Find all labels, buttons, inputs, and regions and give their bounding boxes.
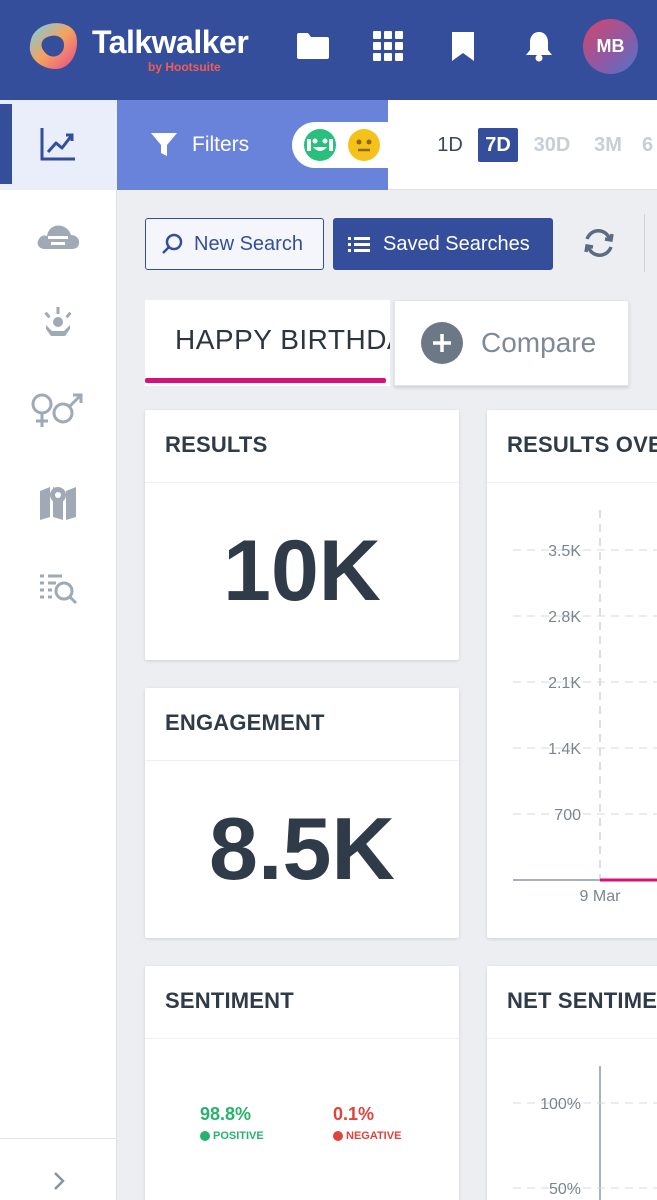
- avatar[interactable]: MB: [583, 19, 638, 74]
- positive-sentiment-label: POSITIVE: [213, 1130, 264, 1142]
- search-list-icon[interactable]: [28, 558, 88, 618]
- gender-icon[interactable]: [28, 380, 88, 440]
- positive-face-icon: [200, 1131, 210, 1141]
- y-tick-label: 3.5K: [548, 543, 581, 560]
- sidebar-divider: [0, 1138, 117, 1139]
- card-header-divider: [487, 482, 657, 483]
- new-search-label: New Search: [194, 232, 303, 255]
- engagement-value: 8.5K: [209, 799, 395, 898]
- range-6m[interactable]: 6: [642, 133, 654, 156]
- bookmark-icon[interactable]: [445, 28, 481, 64]
- net-sentiment-title: NET SENTIMENT: [507, 988, 657, 1013]
- negative-sentiment-legend: NEGATIVE: [333, 1130, 401, 1142]
- results-over-time-chart: 700 1.4K 2.1K 2.8K 3.5K 9 Mar: [513, 510, 657, 905]
- negative-sentiment-value: 0.1%: [333, 1104, 375, 1124]
- talkwalker-logo-icon[interactable]: [26, 17, 82, 73]
- card-header-divider: [145, 760, 459, 761]
- saved-searches-label: Saved Searches: [383, 232, 530, 255]
- card-header-divider: [145, 1038, 459, 1039]
- filters-label: Filters: [192, 133, 250, 156]
- new-search-button[interactable]: New Search: [145, 218, 324, 270]
- net-sentiment-card: NET SENTIMENT 100% 50%: [487, 966, 657, 1200]
- results-value: 10K: [223, 523, 381, 619]
- toolbar-divider: [644, 214, 645, 272]
- list-icon: [348, 237, 370, 252]
- positive-sentiment-value: 98.8%: [200, 1104, 252, 1124]
- results-over-time-title: RESULTS OVER TIME: [507, 432, 657, 457]
- net-sentiment-chart: 100% 50%: [513, 1066, 657, 1200]
- sentiment-card-title: SENTIMENT: [165, 988, 294, 1013]
- active-tab-underline: [145, 378, 386, 383]
- negative-face-icon: [333, 1131, 343, 1141]
- top-bar: Talkwalker by Hootsuite MB: [0, 0, 657, 100]
- app-name: Talkwalker: [92, 24, 249, 60]
- negative-sentiment-label: NEGATIVE: [346, 1130, 402, 1142]
- card-header-divider: [487, 1038, 657, 1039]
- y-tick-label: 700: [554, 807, 581, 824]
- range-30d[interactable]: 30D: [533, 133, 571, 156]
- app-subtitle: by Hootsuite: [148, 60, 221, 74]
- range-3m[interactable]: 3M: [594, 133, 622, 156]
- results-card-title: RESULTS: [165, 432, 268, 457]
- topic-cloud-icon[interactable]: [28, 206, 88, 266]
- x-tick-label: 9 Mar: [580, 888, 622, 905]
- y-tick-label: 2.8K: [548, 609, 581, 626]
- engagement-card: ENGAGEMENT 8.5K: [145, 688, 459, 938]
- results-over-time-card: RESULTS OVER TIME 700 1.4K 2.1K 2.8K 3.5K 9 M…: [487, 410, 657, 938]
- y-tick-label: 50%: [549, 1181, 581, 1198]
- influencer-icon[interactable]: [28, 293, 88, 353]
- sidebar-active-indicator: [0, 104, 12, 184]
- apps-grid-icon[interactable]: [370, 28, 406, 64]
- filter-funnel-icon: [151, 133, 177, 156]
- sidebar: [0, 100, 117, 1200]
- search-icon: [162, 233, 183, 254]
- y-tick-label: 1.4K: [548, 741, 581, 758]
- card-header-divider: [145, 482, 459, 483]
- query-tab-happy-birthday[interactable]: HAPPY BIRTHDAY: [145, 300, 390, 386]
- positive-face-icon[interactable]: [304, 129, 336, 161]
- map-icon[interactable]: [28, 472, 88, 532]
- saved-searches-button[interactable]: Saved Searches: [333, 218, 553, 270]
- chevron-right-icon[interactable]: [44, 1166, 74, 1196]
- filters-button[interactable]: Filters: [150, 128, 249, 162]
- sentiment-card: SENTIMENT 98.8% POSITIVE 0.1% NEGATIVE: [145, 966, 459, 1200]
- query-tab-label: HAPPY BIRTHDAY: [175, 324, 390, 355]
- range-7d[interactable]: 7D: [478, 128, 518, 162]
- y-tick-label: 100%: [540, 1096, 581, 1113]
- plus-circle-icon: [421, 322, 463, 364]
- refresh-icon[interactable]: [578, 222, 620, 264]
- bell-icon[interactable]: [521, 28, 557, 64]
- y-tick-label: 2.1K: [548, 675, 581, 692]
- positive-sentiment-legend: POSITIVE: [200, 1130, 264, 1142]
- engagement-card-title: ENGAGEMENT: [165, 710, 325, 735]
- neutral-face-icon[interactable]: [348, 129, 380, 161]
- trend-chart-icon[interactable]: [28, 114, 88, 174]
- compare-button[interactable]: Compare: [394, 300, 629, 386]
- results-card: RESULTS 10K: [145, 410, 459, 660]
- folder-icon[interactable]: [295, 28, 331, 64]
- range-1d[interactable]: 1D: [437, 133, 463, 156]
- time-range-bar: [388, 100, 657, 190]
- compare-label: Compare: [481, 327, 597, 358]
